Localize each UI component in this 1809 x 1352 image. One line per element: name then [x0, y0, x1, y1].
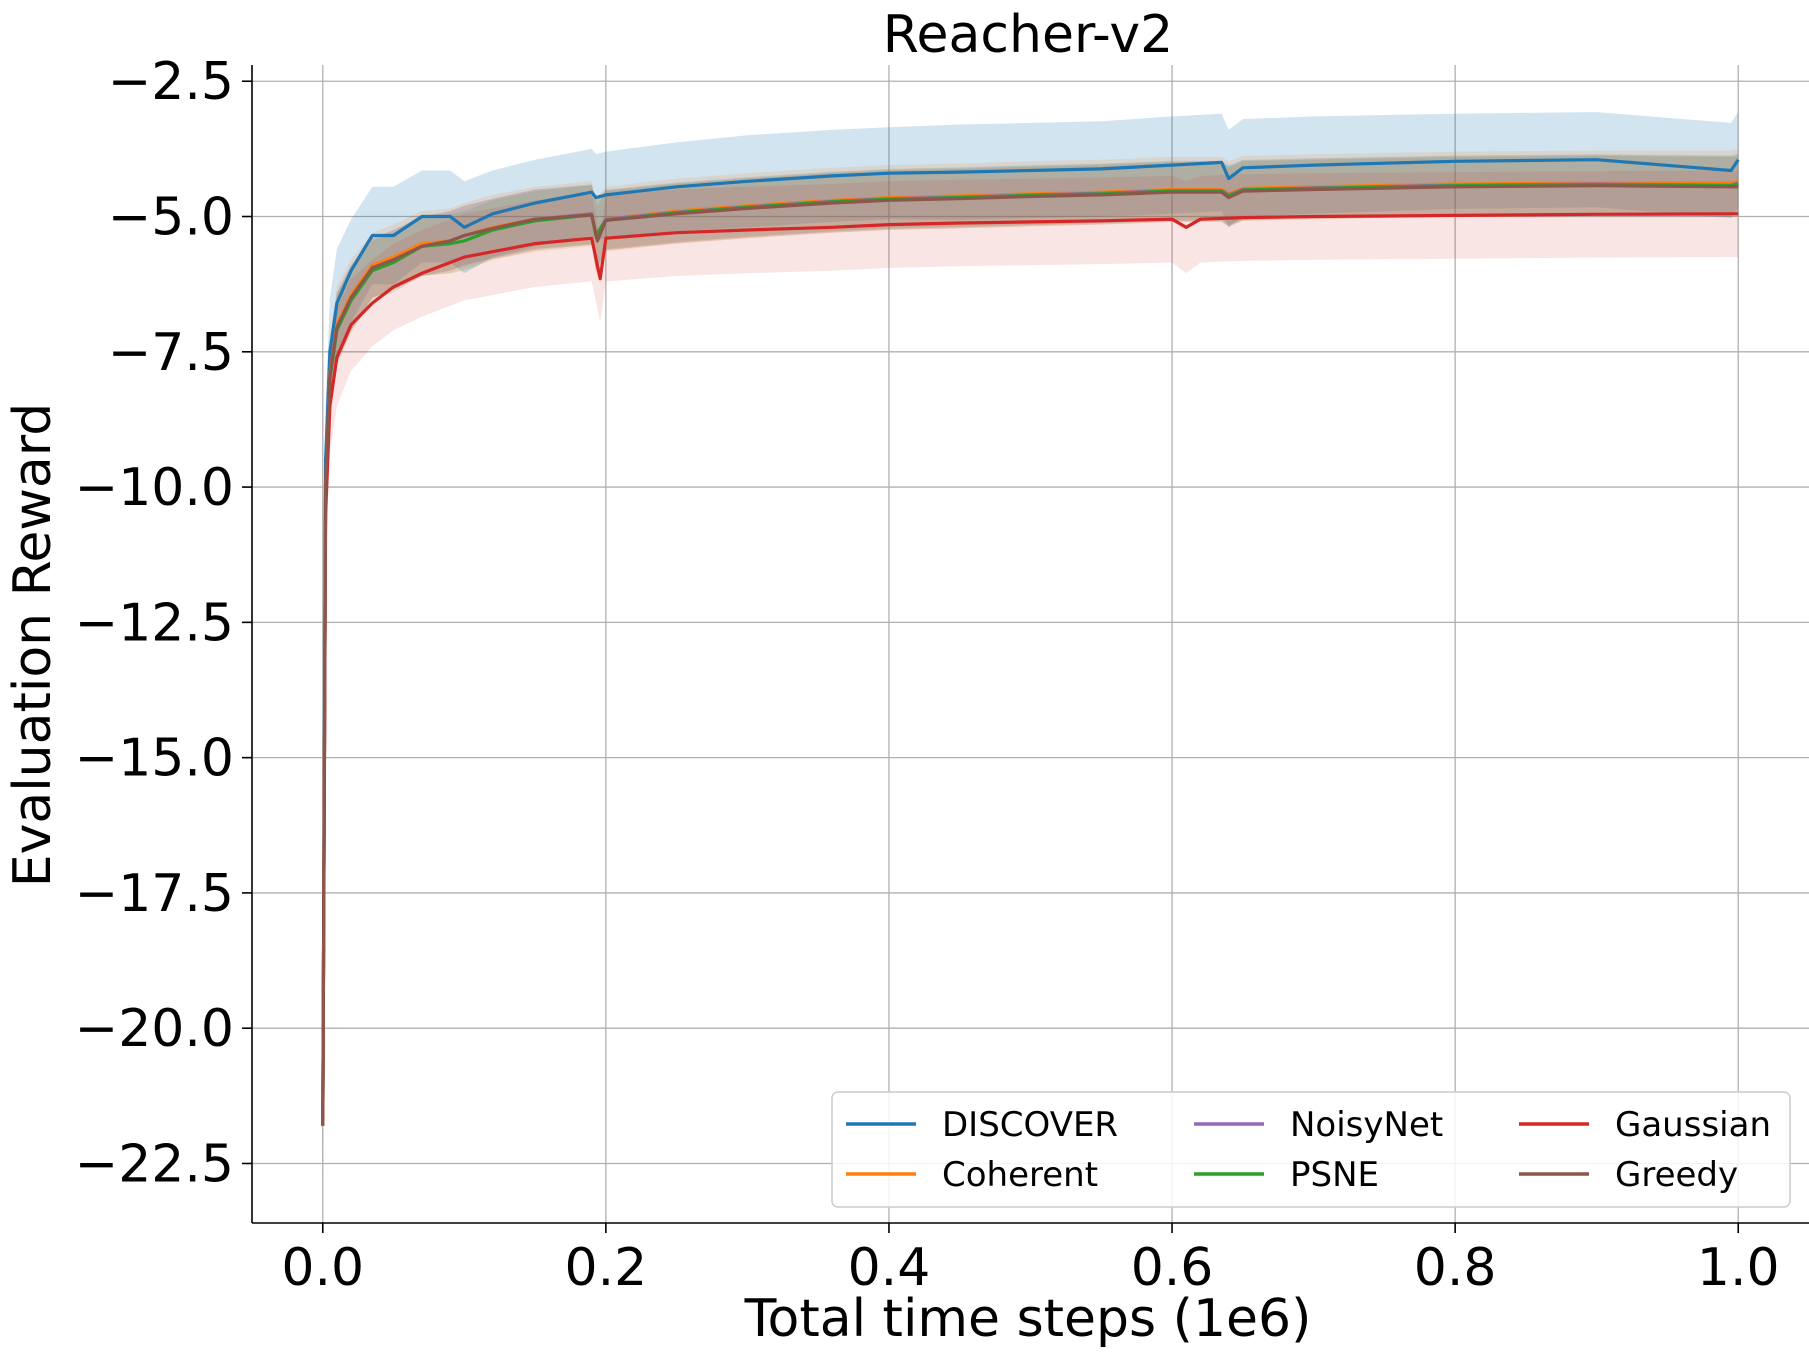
x-tick-label: 0.0	[281, 1238, 364, 1298]
y-tick-label: −22.5	[75, 1134, 234, 1194]
series-lines	[321, 158, 1740, 1126]
x-axis-label: Total time steps (1e6)	[744, 1289, 1312, 1349]
legend: DISCOVER Coherent NoisyNet PSNE Gaussian Gree…	[831, 1091, 1791, 1208]
x-tick-label: 0.8	[1414, 1238, 1497, 1298]
y-axis-label: Evaluation Reward	[3, 403, 63, 888]
y-tick-label: −2.5	[108, 52, 234, 112]
legend-label-gaussian: Gaussian	[1615, 1105, 1771, 1145]
legend-label-coherent: Coherent	[942, 1155, 1098, 1195]
line-gaussian	[321, 212, 1739, 1126]
band-discover	[322, 112, 1739, 1175]
legend-box	[831, 1091, 1791, 1208]
x-tick-label: 0.6	[1131, 1238, 1214, 1298]
legend-label-greedy: Greedy	[1615, 1155, 1738, 1195]
legend-label-psne: PSNE	[1290, 1155, 1379, 1195]
y-tick-label: −5.0	[108, 188, 234, 248]
line-discover	[321, 158, 1740, 1126]
band-gaussian	[322, 170, 1739, 1175]
y-tick-label: −17.5	[75, 864, 234, 924]
y-tick-label: −12.5	[75, 593, 234, 653]
legend-label-discover: DISCOVER	[942, 1105, 1118, 1145]
y-tick-label: −7.5	[108, 323, 234, 383]
x-tick-label: 1.0	[1697, 1238, 1780, 1298]
y-tick-label: −10.0	[75, 458, 234, 518]
band-psne	[322, 154, 1739, 1161]
x-axis-ticks: 0.0 0.2 0.4 0.6 0.8 1.0	[281, 1223, 1780, 1298]
line-greedy	[321, 184, 1739, 1126]
axes	[251, 65, 1809, 1224]
band-noisynet	[322, 153, 1739, 1161]
y-tick-label: −20.0	[75, 999, 234, 1059]
x-tick-label: 0.4	[848, 1238, 931, 1298]
band-coherent	[322, 148, 1739, 1164]
legend-label-noisynet: NoisyNet	[1290, 1105, 1443, 1145]
x-tick-label: 0.2	[565, 1238, 648, 1298]
chart-title: Reacher-v2	[883, 5, 1173, 65]
y-axis-ticks: −2.5 −5.0 −7.5 −10.0 −12.5 −15.0 −17.5 −20.0 −22…	[75, 52, 252, 1194]
y-tick-label: −15.0	[75, 729, 234, 789]
